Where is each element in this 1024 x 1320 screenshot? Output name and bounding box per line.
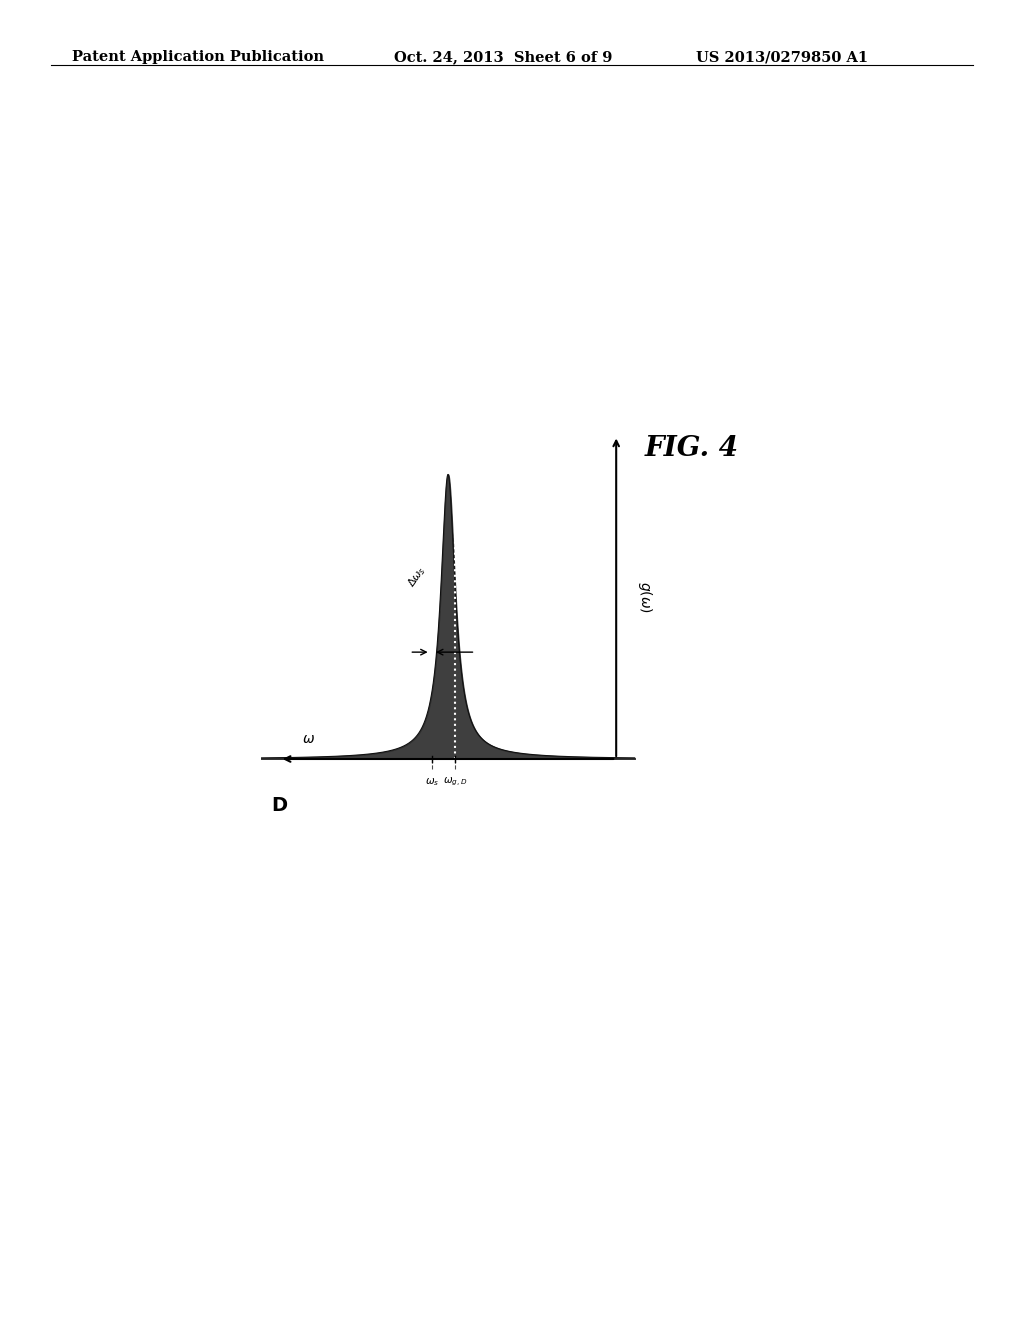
Text: $\omega_{g,D}$: $\omega_{g,D}$: [443, 776, 468, 788]
Text: Oct. 24, 2013  Sheet 6 of 9: Oct. 24, 2013 Sheet 6 of 9: [394, 50, 612, 65]
Text: $\omega_s$: $\omega_s$: [425, 776, 439, 788]
Text: $\omega$: $\omega$: [302, 733, 315, 746]
Text: FIG. 4: FIG. 4: [645, 436, 739, 462]
Text: Patent Application Publication: Patent Application Publication: [72, 50, 324, 65]
Text: D: D: [271, 796, 287, 814]
Text: US 2013/0279850 A1: US 2013/0279850 A1: [696, 50, 868, 65]
Text: $g(\omega)$: $g(\omega)$: [636, 581, 654, 614]
Text: $\Delta\omega_s$: $\Delta\omega_s$: [406, 564, 429, 590]
